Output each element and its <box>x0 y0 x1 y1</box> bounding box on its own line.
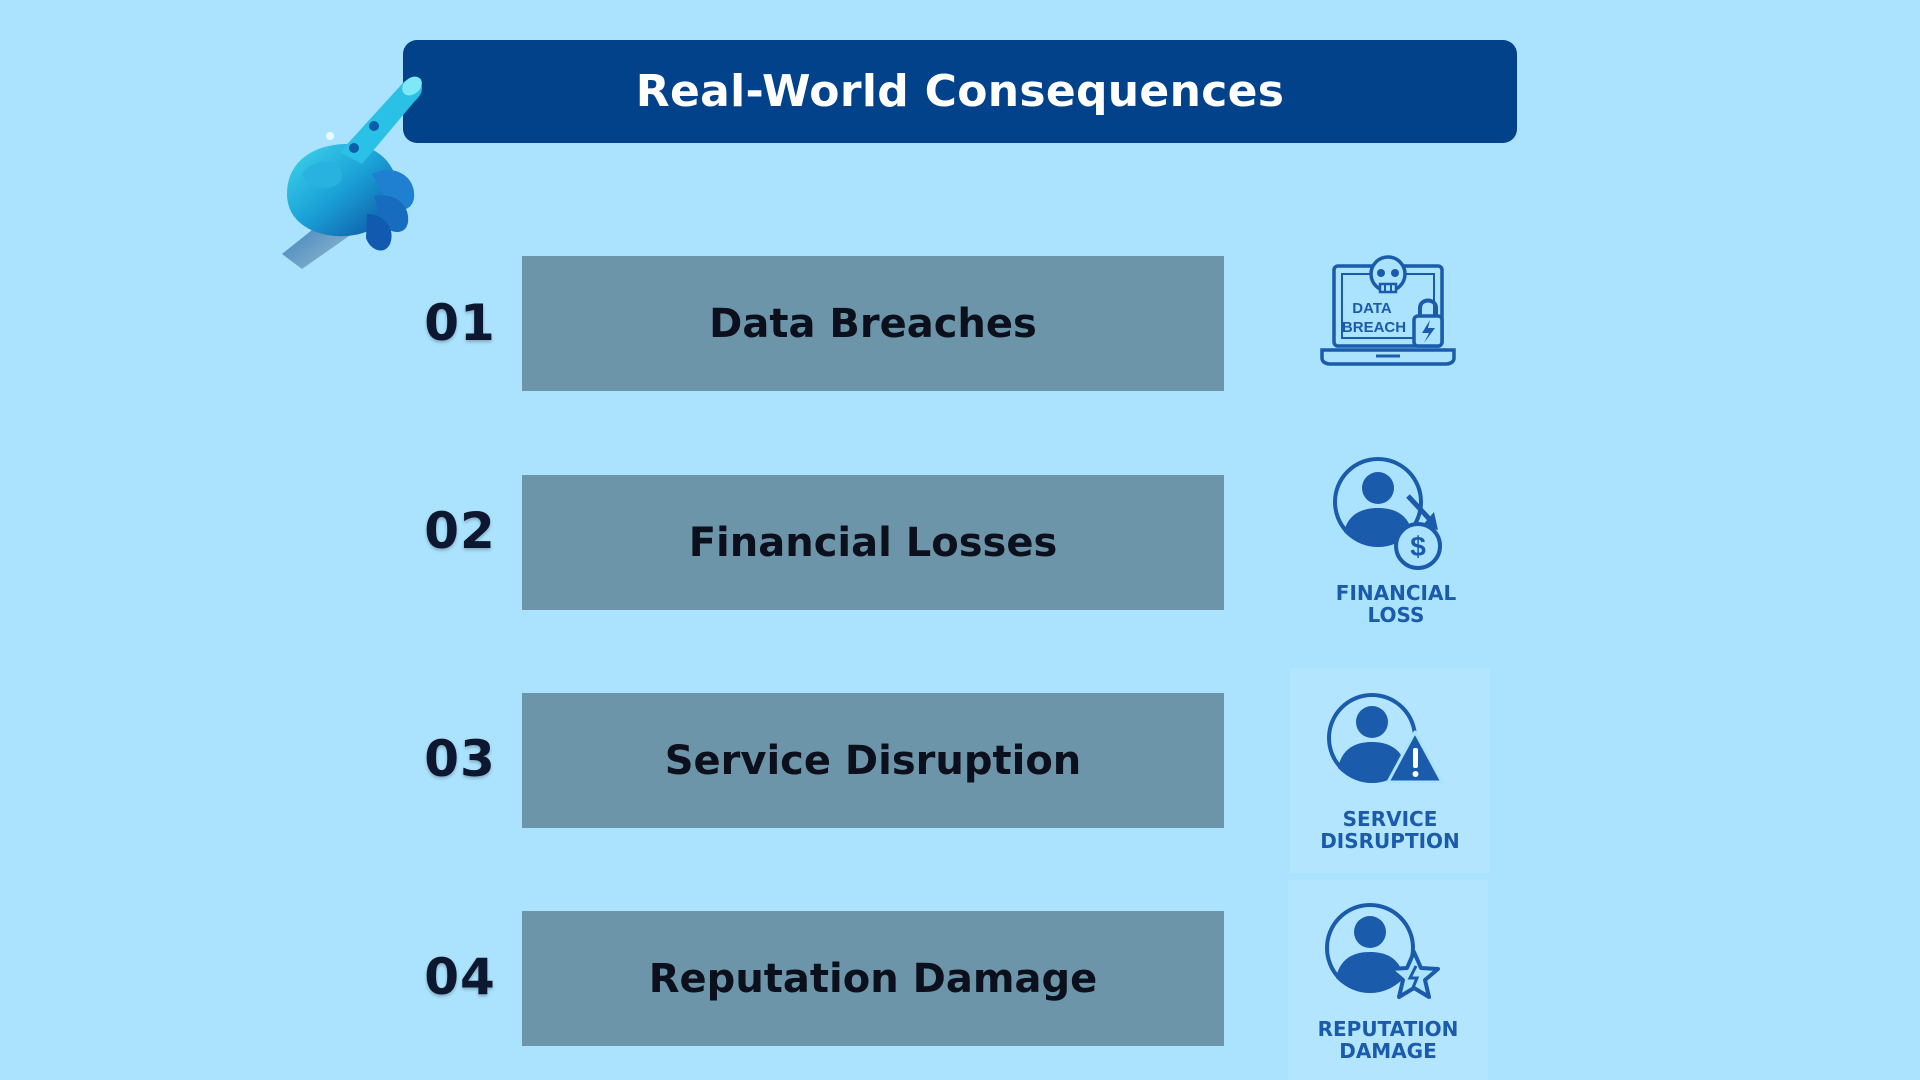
service-disruption-icon <box>1327 693 1444 784</box>
consequence-row: Financial Losses <box>522 475 1224 610</box>
reputation-damage-graphic: REPUTATION DAMAGE <box>1288 880 1488 1080</box>
icon-text: DATA <box>1352 300 1392 317</box>
consequence-row: Service Disruption <box>522 693 1224 828</box>
financial-loss-graphic: $ FINANCIAL LOSS <box>1296 450 1496 655</box>
service-disruption-graphic: SERVICE DISRUPTION <box>1290 668 1490 873</box>
robot-hand-icon <box>282 76 422 269</box>
data-breach-icon: DATA BREACH <box>1320 255 1456 366</box>
consequence-row: Data Breaches <box>522 256 1224 391</box>
data-breach-graphic: DATA BREACH <box>1288 246 1488 451</box>
icon-caption: REPUTATION DAMAGE <box>1317 1017 1459 1063</box>
consequence-label: Financial Losses <box>688 519 1058 566</box>
icon-caption: FINANCIAL LOSS <box>1335 581 1457 627</box>
page-title: Real-World Consequences <box>635 66 1285 117</box>
icon-caption: SERVICE DISRUPTION <box>1320 807 1460 853</box>
item-number: 04 <box>424 948 496 1006</box>
consequence-label: Service Disruption <box>664 737 1082 784</box>
item-number: 02 <box>424 502 496 560</box>
consequence-label: Data Breaches <box>709 300 1037 347</box>
consequence-row: Reputation Damage <box>522 911 1224 1046</box>
financial-loss-icon: $ <box>1333 457 1442 570</box>
title-banner: Real-World Consequences <box>403 40 1517 143</box>
item-number: 03 <box>424 730 496 788</box>
icon-text: BREACH <box>1342 319 1406 336</box>
consequence-label: Reputation Damage <box>648 955 1098 1002</box>
svg-text:$: $ <box>1410 531 1426 562</box>
reputation-damage-icon <box>1325 903 1440 999</box>
item-number: 01 <box>424 294 496 352</box>
